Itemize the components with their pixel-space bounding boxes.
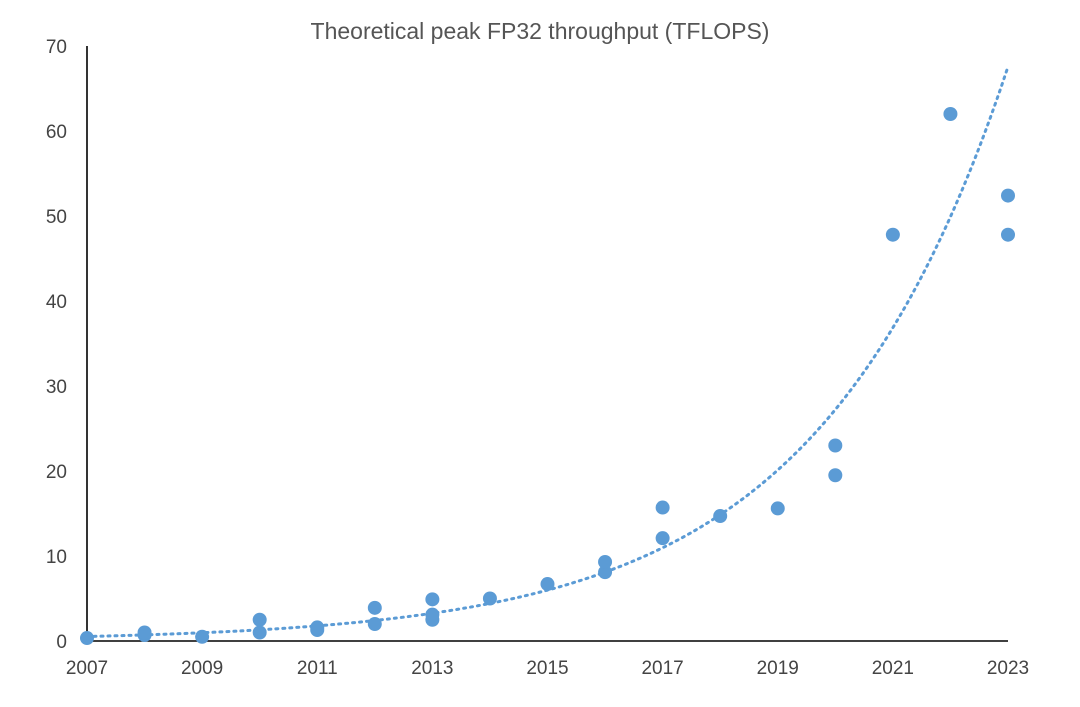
data-point <box>310 620 325 635</box>
data-point <box>598 554 613 569</box>
data-point <box>482 591 497 606</box>
x-axis-ticks: 2007 2009 2011 2013 2015 2017 2019 2021 2023 <box>66 658 1029 679</box>
data-point <box>655 531 670 546</box>
y-tick-label: 10 <box>46 547 67 568</box>
x-tick-label: 2021 <box>872 658 914 679</box>
data-point <box>252 612 267 627</box>
data-point <box>885 227 900 242</box>
data-point <box>367 617 382 631</box>
data-point <box>252 625 267 640</box>
data-point <box>137 625 152 640</box>
data-point <box>770 501 785 516</box>
y-tick-label: 60 <box>46 122 67 143</box>
data-point <box>828 438 843 453</box>
data-point <box>713 509 728 524</box>
x-tick-label: 2009 <box>181 658 223 679</box>
data-point <box>540 577 555 592</box>
data-point <box>1001 227 1015 242</box>
data-point <box>828 468 843 483</box>
exponential-trendline <box>85 65 1010 638</box>
x-tick-label: 2015 <box>526 658 568 679</box>
y-tick-label: 70 <box>46 37 67 58</box>
y-tick-label: 50 <box>46 207 67 228</box>
y-tick-label: 30 <box>46 377 67 398</box>
data-point <box>425 592 440 607</box>
x-tick-label: 2019 <box>757 658 799 679</box>
chart-title: Theoretical peak FP32 throughput (TFLOPS… <box>311 18 770 44</box>
data-point <box>943 107 958 121</box>
x-tick-label: 2023 <box>987 658 1029 679</box>
data-point <box>598 565 613 580</box>
x-tick-label: 2013 <box>411 658 453 679</box>
data-point <box>655 500 670 515</box>
x-tick-label: 2011 <box>297 658 338 679</box>
data-point <box>1001 188 1015 203</box>
x-tick-label: 2007 <box>66 658 108 679</box>
y-axis-ticks: 0 10 20 30 40 50 60 70 <box>46 37 67 653</box>
x-tick-label: 2017 <box>641 658 683 679</box>
data-point <box>425 607 440 622</box>
data-point <box>80 631 94 646</box>
data-point <box>367 600 382 615</box>
data-point <box>195 629 210 644</box>
y-tick-label: 0 <box>56 632 67 653</box>
y-tick-label: 20 <box>46 462 67 483</box>
data-points <box>80 107 1015 646</box>
y-tick-label: 40 <box>46 292 67 313</box>
